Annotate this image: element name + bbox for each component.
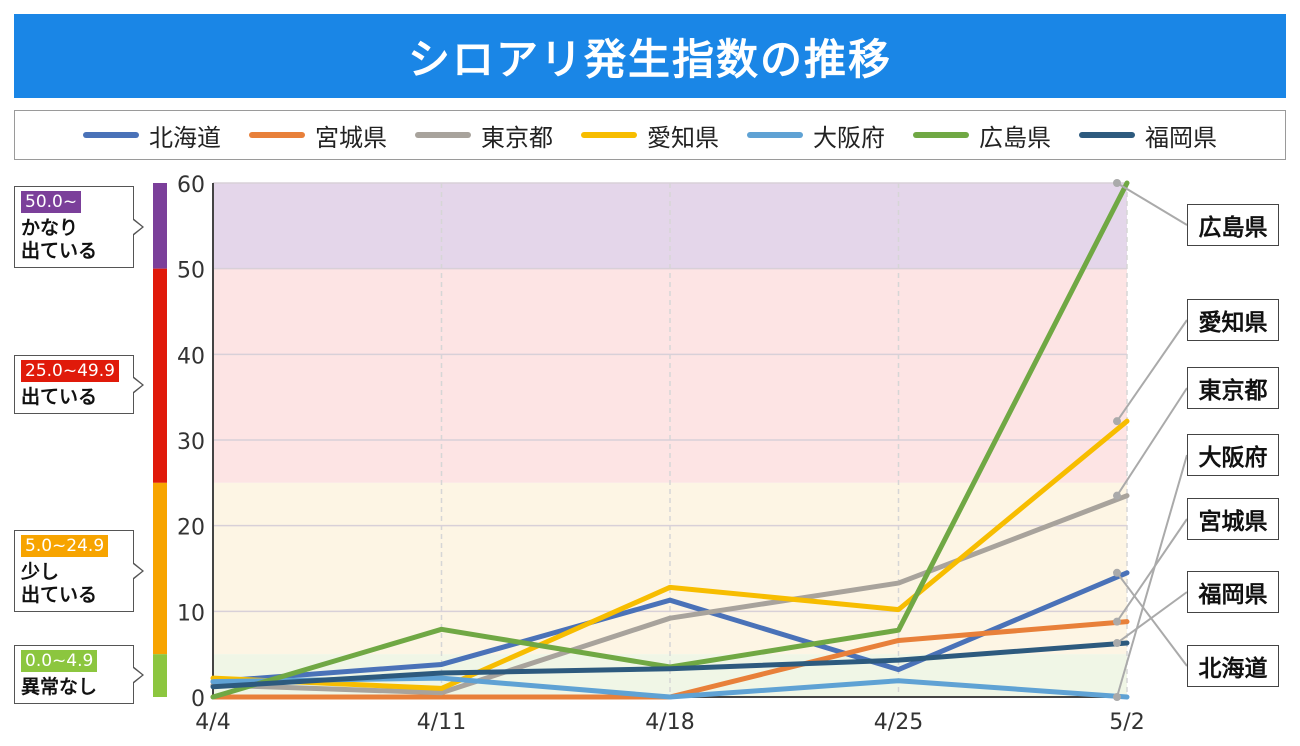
legend-item: 北海道: [83, 118, 221, 153]
legend-item: 愛知県: [581, 118, 719, 153]
level-desc: 少し 出ている: [21, 561, 98, 606]
level-box: 0.0~4.9 異常なし: [14, 645, 144, 704]
level-box: 5.0~24.9 少し 出ている: [14, 530, 144, 612]
legend-swatch: [415, 132, 471, 138]
legend-swatch: [581, 132, 637, 138]
x-tick-label: 4/18: [645, 710, 694, 735]
level-range: 5.0~24.9: [21, 535, 109, 557]
y-tick-label: 30: [177, 430, 205, 455]
leader-line: [1116, 518, 1188, 623]
leader-dot: [1113, 693, 1121, 701]
leader-line: [1116, 387, 1188, 497]
end-label: 愛知県: [1187, 299, 1279, 341]
x-tick-label: 4/11: [417, 710, 466, 735]
scale-band-0: [153, 183, 167, 269]
legend-item: 大阪府: [747, 118, 885, 153]
end-label: 大阪府: [1187, 434, 1279, 476]
leader-dot: [1113, 639, 1121, 648]
end-label: 広島県: [1187, 204, 1279, 246]
leader-dot: [1113, 568, 1121, 577]
leader-line: [1116, 454, 1188, 698]
level-desc: 異常なし: [21, 676, 98, 698]
y-tick-label: 60: [177, 173, 205, 198]
level-box: 50.0~ かなり 出ている: [14, 186, 144, 268]
scale-band-2: [153, 482, 167, 655]
leader-line: [1116, 572, 1188, 667]
level-desc: かなり 出ている: [21, 217, 98, 262]
chart-title: シロアリ発生指数の推移: [14, 14, 1286, 98]
legend-swatch: [249, 132, 305, 138]
x-tick-label: 5/2: [1109, 710, 1144, 735]
series-line-北海道: [210, 570, 1130, 685]
series-line-愛知県: [210, 418, 1130, 691]
legend-label: 福岡県: [1145, 123, 1217, 152]
y-tick-label: 40: [177, 344, 205, 369]
leader-line: [1116, 319, 1188, 422]
band-bg-0: [213, 183, 1127, 269]
level-range: 25.0~49.9: [21, 360, 119, 382]
end-label: 東京都: [1187, 367, 1279, 409]
legend-label: 東京都: [481, 123, 553, 152]
y-tick-label: 10: [177, 601, 205, 626]
legend-swatch: [747, 132, 803, 138]
legend-swatch: [1079, 132, 1135, 138]
y-tick-label: 20: [177, 516, 205, 541]
end-label: 北海道: [1187, 645, 1279, 687]
end-label: 福岡県: [1187, 571, 1279, 613]
level-box: 25.0~49.9 出ている: [14, 355, 144, 414]
legend-label: 広島県: [979, 123, 1051, 152]
scale-band-1: [153, 268, 167, 483]
leader-dot: [1113, 617, 1121, 626]
series-line-福岡県: [210, 640, 1130, 690]
legend-label: 愛知県: [647, 123, 719, 152]
series-line-東京都: [210, 493, 1130, 696]
leader-line: [1116, 182, 1188, 226]
legend-label: 北海道: [149, 123, 221, 152]
legend-label: 大阪府: [813, 123, 885, 152]
leader-dot: [1113, 179, 1121, 187]
level-desc: 出ている: [21, 386, 98, 408]
leader-line: [1116, 591, 1188, 644]
level-range: 50.0~: [21, 191, 82, 213]
legend-item: 宮城県: [249, 118, 387, 153]
legend-item: 福岡県: [1079, 118, 1217, 153]
x-tick-label: 4/4: [195, 710, 230, 735]
level-range: 0.0~4.9: [21, 650, 98, 672]
legend-item: 広島県: [913, 118, 1051, 153]
y-tick-label: 0: [191, 687, 205, 712]
leader-dot: [1113, 417, 1121, 426]
end-label: 宮城県: [1187, 498, 1279, 540]
scale-band-3: [153, 654, 167, 697]
y-tick-label: 50: [177, 259, 205, 284]
legend: 北海道 宮城県 東京都 愛知県 大阪府 広島県 福岡県: [14, 110, 1286, 160]
legend-swatch: [913, 132, 969, 138]
leader-dot: [1113, 491, 1121, 500]
x-tick-label: 4/25: [874, 710, 923, 735]
legend-label: 宮城県: [315, 123, 387, 152]
legend-swatch: [83, 132, 139, 138]
legend-item: 東京都: [415, 118, 553, 153]
